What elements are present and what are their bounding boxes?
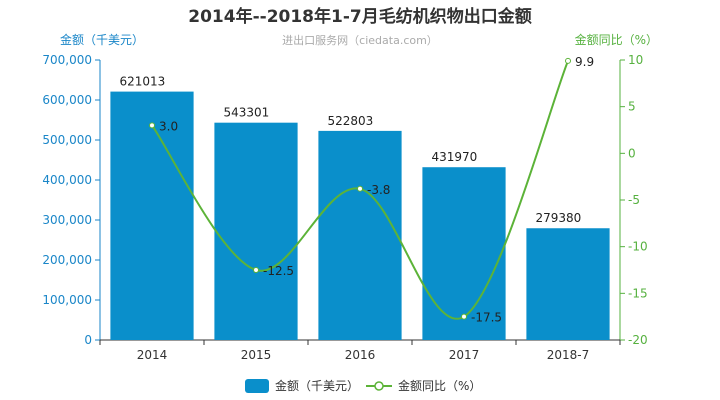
yoy-point[interactable] [357,185,363,192]
right-axis-tick-label: -20 [628,333,648,347]
left-axis-title: 金额（千美元） [60,32,144,47]
bars-layer [110,91,610,341]
legend-bar-swatch [245,379,269,393]
bar-data-label: 431970 [431,150,477,164]
axes-layer: 0 100,000 200,000 300,000 400,000 500,000 600,… [42,53,647,362]
yoy-point[interactable] [565,57,571,64]
bar-data-label: 621013 [119,75,165,89]
bar-data-label: 279380 [535,211,581,225]
yoy-data-label: 9.9 [575,55,594,69]
right-axis-tick-label: 10 [628,53,643,67]
left-axis-tick-label: 500,000 [42,133,92,147]
left-axis-tick-label: 0 [84,333,92,347]
right-axis-tick-label: 5 [628,100,636,114]
right-axis-tick-label: 0 [628,146,636,160]
x-axis-tick-label: 2017 [449,348,480,362]
x-axis-tick-label: 2016 [345,348,376,362]
left-axis-tick-label: 600,000 [42,93,92,107]
left-axis-tick-label: 300,000 [42,213,92,227]
x-axis-tick-label: 2014 [137,348,168,362]
left-axis-tick-label: 200,000 [42,253,92,267]
left-axis-tick-label: 700,000 [42,53,92,67]
yoy-data-label: -12.5 [263,264,294,278]
chart-subtitle: 进出口服务网（ciedata.com） [282,33,438,47]
right-axis-title: 金额同比（%） [575,32,658,47]
right-axis-tick-label: -10 [628,240,648,254]
x-axis-tick-label: 2015 [241,348,272,362]
yoy-series-line [151,60,569,320]
yoy-point[interactable] [149,122,155,129]
bar[interactable] [318,130,402,340]
yoy-data-label: -17.5 [471,311,502,325]
yoy-point[interactable] [461,313,467,320]
bar-data-label: 522803 [327,114,373,128]
legend-line-label: 金额同比（%） [398,378,481,393]
chart-title: 2014年--2018年1-7月毛纺机织物出口金额 [188,6,531,27]
x-axis-tick-label: 2018-7 [547,348,590,362]
yoy-data-label: 3.0 [159,119,178,133]
bar[interactable] [214,122,298,341]
legend[interactable]: 金额（千美元） 金额同比（%） [245,378,481,393]
yoy-point[interactable] [253,267,259,273]
left-axis-tick-label: 400,000 [42,173,92,187]
line-layer [149,57,571,320]
yoy-data-label: -3.8 [367,183,390,197]
legend-line-marker [374,381,384,391]
left-axis-tick-label: 100,000 [42,293,92,307]
labels-layer: 621013 543301 522803 431970 279380 3.0 -12.5 -3… [119,55,594,325]
legend-bar-label: 金额（千美元） [275,378,359,393]
bar-data-label: 543301 [223,106,269,120]
bar[interactable] [422,167,506,340]
bar[interactable] [526,228,610,340]
right-axis-tick-label: -5 [628,193,640,207]
bar[interactable] [110,91,194,340]
right-axis-tick-label: -15 [628,286,648,300]
